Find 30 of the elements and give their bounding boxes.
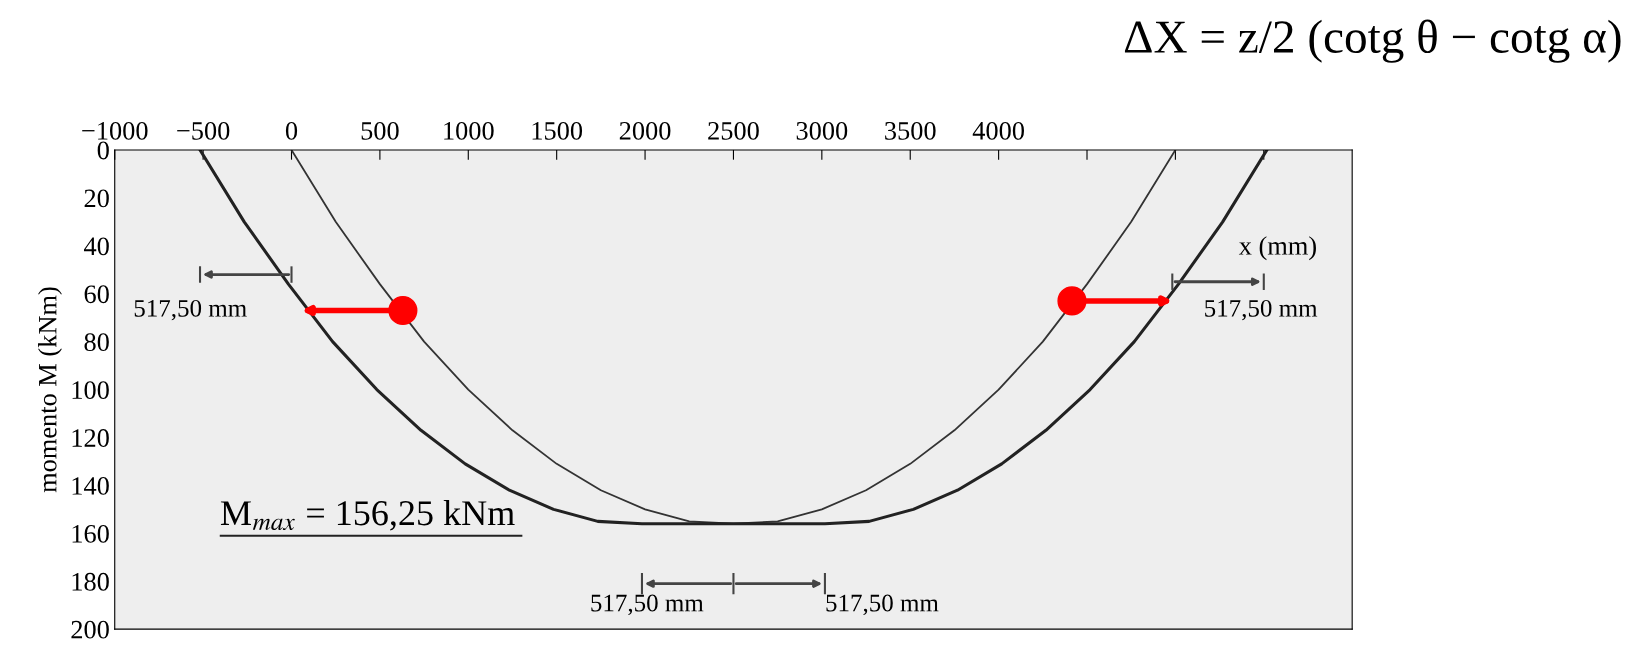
y-tick-label: 180 [72,572,109,591]
annotation: 517,50 mm [1205,299,1318,321]
annotation: 517,50 mm [591,594,704,616]
y-tick-label: 20 [84,189,109,208]
annotation: 517,50 mm [826,594,939,616]
y-tick-label: 160 [72,524,109,543]
y-tick-label: 100 [72,381,109,399]
annotation: 517,50 mm [134,299,247,321]
x-tick-label: −1000 [82,121,148,140]
y-tick-label: 80 [84,333,109,352]
x-tick-label: 0 [285,121,298,140]
x-tick-label: 4000 [972,121,1024,140]
text: ΔX = z/2 (cotg θ − cotg α) [1124,19,1621,63]
y-tick-label: 120 [72,429,109,447]
x-tick-label: −500 [177,121,230,140]
x-tick-label: 2500 [708,121,759,140]
annotation: M$_{max}$ = 156,25 kNm [220,499,515,531]
x-tick-label: 3000 [796,121,848,140]
y-tick-label: 0 [97,141,109,160]
x-tick-label: 1500 [532,121,583,140]
x-tick-label: 3500 [885,121,936,140]
x-tick-label: 2000 [619,121,671,140]
x-axis-title: x (mm) [1238,236,1316,261]
y-tick-label: 40 [84,237,109,256]
y-tick-label: 200 [71,620,109,639]
x-tick-label: 500 [361,121,399,140]
y-tick-label: 60 [84,285,109,304]
y-tick-label: 140 [72,477,109,495]
x-tick-label: 1000 [444,121,494,140]
y-axis-title: momento M (kNm) [38,287,62,493]
